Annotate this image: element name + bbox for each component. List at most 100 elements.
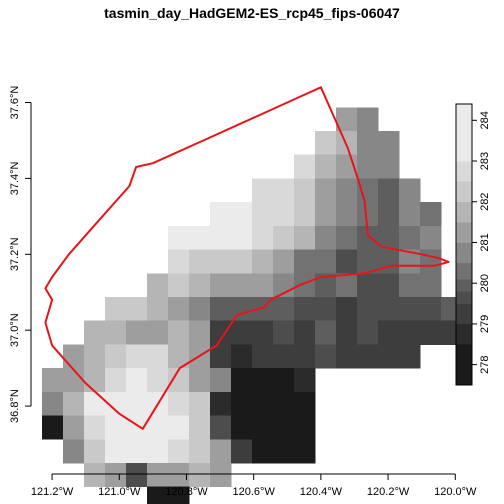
raster-cell (189, 368, 211, 393)
raster-cell (336, 130, 358, 156)
raster-cell (273, 320, 295, 345)
raster-cell (189, 415, 211, 440)
raster-cell (399, 320, 421, 345)
raster-cell (273, 368, 295, 393)
colorbar-band (456, 104, 472, 162)
raster-cell (210, 415, 232, 440)
raster-cell (252, 415, 274, 440)
raster-cell (63, 391, 85, 416)
raster-cell (294, 202, 316, 227)
raster-cell (315, 154, 337, 179)
raster-cell (420, 296, 442, 322)
raster-cell (336, 202, 358, 227)
raster-cell (399, 225, 421, 250)
colorbar-band (456, 222, 472, 243)
raster-cell (420, 202, 442, 227)
raster-cell (294, 249, 316, 274)
raster-cell (273, 415, 295, 440)
raster-cell (63, 368, 85, 393)
raster-cell (378, 273, 400, 298)
raster-cell (84, 415, 106, 440)
raster-cell (189, 463, 211, 488)
raster-cell (378, 296, 400, 322)
raster-cell (357, 202, 379, 227)
colorbar-tick-label: 282 (479, 193, 491, 211)
raster-cell (210, 320, 232, 345)
raster-cell (168, 391, 190, 416)
raster-cell (315, 249, 337, 274)
raster-cell (105, 344, 127, 369)
raster-cell (126, 344, 148, 369)
colorbar-band (456, 201, 472, 223)
raster-cell (336, 344, 358, 369)
raster-cell (147, 415, 169, 440)
raster-cell (357, 320, 379, 345)
raster-cell (231, 344, 253, 369)
colorbar-band (456, 161, 472, 182)
raster-cell (420, 320, 442, 345)
raster-cell (294, 344, 316, 369)
colorbar-tick-label: 284 (479, 111, 491, 129)
raster-cell (399, 296, 421, 322)
raster-cell (294, 178, 316, 203)
x-tick-label: 120.2°W (367, 486, 410, 498)
raster-cell (399, 344, 421, 369)
raster-cell (252, 225, 274, 250)
raster-cell (147, 273, 169, 298)
colorbar-band (456, 344, 472, 386)
raster-cell (294, 154, 316, 179)
raster-cell (84, 368, 106, 393)
x-tick-label: 121.0°W (98, 486, 141, 498)
colorbar-band (456, 323, 472, 345)
raster-cell (294, 296, 316, 322)
raster-cell (84, 320, 106, 345)
raster-cell (273, 344, 295, 369)
raster-cell (315, 225, 337, 250)
raster-cell (231, 320, 253, 345)
colorbar-legend: 278 279 280 281 282 283 284 (455, 103, 491, 386)
raster-cell (378, 225, 400, 250)
raster-cell (378, 202, 400, 227)
temperature-raster (42, 107, 463, 504)
raster-cell (147, 463, 169, 488)
raster-cell (294, 391, 316, 416)
map-title: tasmin_day_HadGEM2-ES_rcp45_fips-06047 (104, 5, 400, 21)
raster-cell (210, 439, 232, 464)
raster-cell (336, 249, 358, 274)
raster-cell (168, 415, 190, 440)
raster-cell (336, 107, 358, 132)
raster-cell (357, 344, 379, 369)
raster-cell (105, 368, 127, 393)
raster-cell (189, 320, 211, 345)
raster-cell (315, 296, 337, 322)
raster-cell (168, 249, 190, 274)
raster-cell (231, 273, 253, 298)
raster-cell (273, 202, 295, 227)
raster-cell (105, 439, 127, 464)
raster-cell (231, 415, 253, 440)
raster-cell (189, 439, 211, 464)
raster-cell (378, 344, 400, 369)
raster-cell (315, 344, 337, 369)
raster-cell (168, 225, 190, 250)
colorbar-tick-label: 279 (479, 315, 491, 333)
county-boundary (44, 86, 450, 430)
colorbar-band (456, 262, 472, 280)
raster-cell (252, 391, 274, 416)
raster-cell (357, 273, 379, 298)
colorbar-band (456, 242, 472, 264)
raster-cell (189, 296, 211, 322)
raster-cell (252, 344, 274, 369)
colorbar-tick-label: 281 (479, 233, 491, 251)
raster-cell (231, 202, 253, 227)
raster-cell (336, 225, 358, 250)
raster-cell (84, 344, 106, 369)
raster-cell (420, 249, 442, 274)
raster-cell (231, 368, 253, 393)
raster-cell (147, 344, 169, 369)
raster-cell (210, 296, 232, 322)
raster-cell (126, 320, 148, 345)
raster-cell (252, 273, 274, 298)
raster-cell (168, 320, 190, 345)
raster-cell (147, 296, 169, 322)
